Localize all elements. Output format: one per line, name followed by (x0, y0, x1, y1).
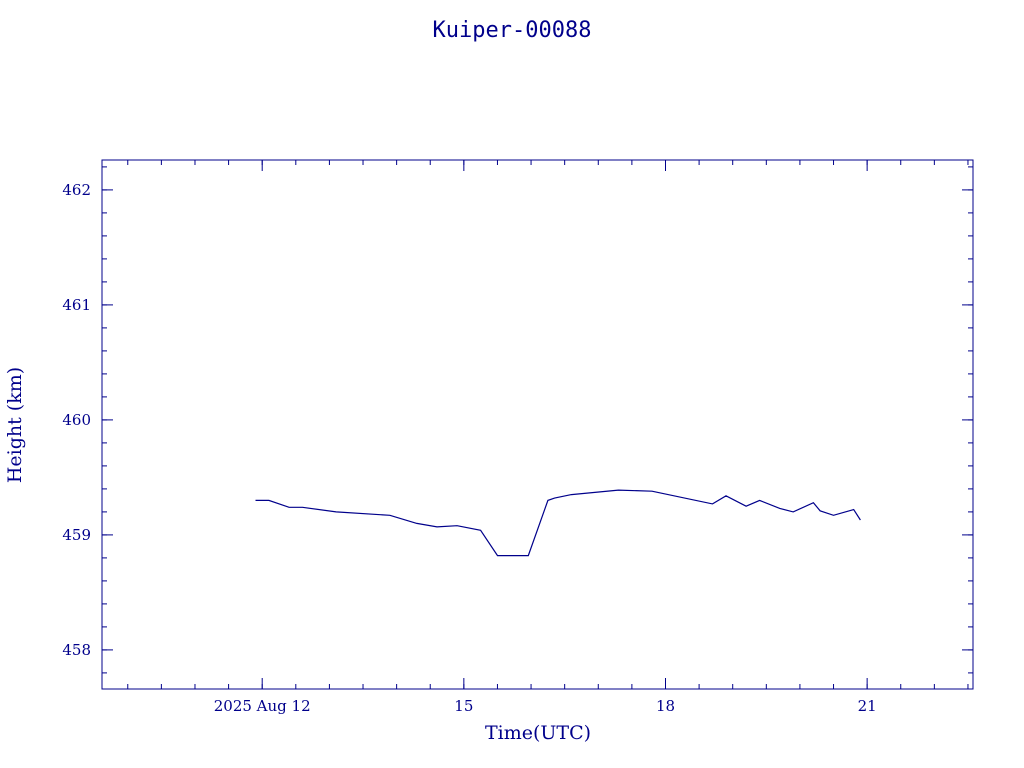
x-tick-label: 21 (858, 697, 877, 715)
chart-title: Kuiper-00088 (433, 18, 592, 43)
y-axis-label: Height (km) (4, 367, 26, 483)
x-axis-label: Time(UTC) (485, 722, 591, 744)
series-group (255, 489, 861, 557)
y-tick-label: 460 (62, 411, 91, 429)
height-series-line (255, 489, 861, 557)
y-tick-label: 459 (62, 526, 91, 544)
y-axis-ticks: 458 459 460 461 462 (62, 166, 973, 674)
x-tick-label: 18 (656, 697, 675, 715)
x-tick-label: 15 (454, 697, 473, 715)
x-axis-ticks: 2025 Aug 12 15 18 21 (127, 160, 969, 715)
plot-frame (101, 159, 974, 690)
y-tick-label: 458 (62, 641, 91, 659)
y-tick-label: 462 (62, 181, 91, 199)
x-tick-label: 2025 Aug 12 (214, 697, 311, 715)
y-tick-label: 461 (62, 296, 91, 314)
